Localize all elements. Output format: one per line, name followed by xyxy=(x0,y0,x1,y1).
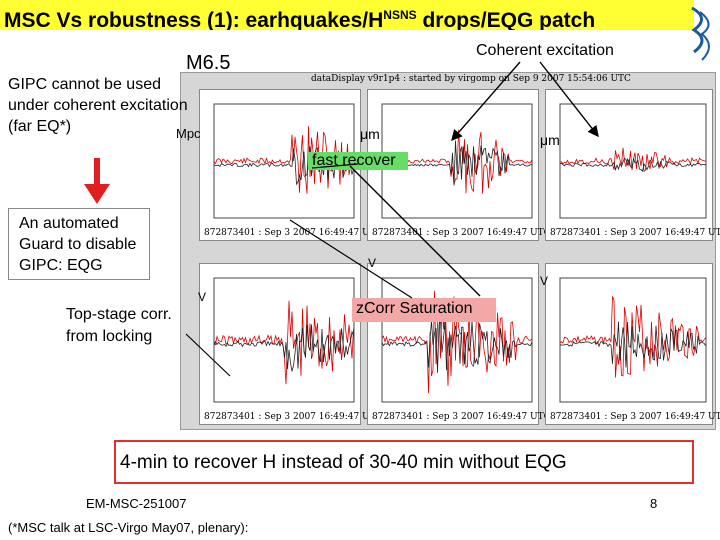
unit-v-1: V xyxy=(198,290,207,304)
plot-stamp-2: 872873401 : Sep 3 2007 16:49:47 UTC xyxy=(372,228,551,238)
plot-panel-4: 872873401 : Sep 3 2007 16:49:47 UTC xyxy=(199,263,383,425)
recovery-time-box: 4-min to recover H instead of 30-40 min … xyxy=(114,440,694,484)
plot-stamp-1: 872873401 : Sep 3 2007 16:49:47 UTC xyxy=(204,228,383,238)
unit-um-1: μm xyxy=(360,126,380,142)
title-rest: drops/EQG patch xyxy=(416,9,596,30)
plot-frame xyxy=(213,277,355,403)
document-id: EM-MSC-251007 xyxy=(86,496,187,511)
data-display-plot: dataDisplay v9r1p4 : started by virgomp … xyxy=(180,72,720,430)
unit-mpc: Mpc xyxy=(176,126,201,141)
guard-note-box: An automated Guard to disable GIPC: EQG xyxy=(8,208,150,280)
magnitude-label: M6.5 xyxy=(186,52,231,74)
coherent-excitation-label: Coherent excitation xyxy=(476,42,614,59)
slide-title: MSC Vs robustness (1): earhquakes/HNSNS … xyxy=(0,0,694,30)
unit-v-2: V xyxy=(368,256,377,270)
signal-trace xyxy=(559,321,706,368)
plot-frame xyxy=(559,103,707,219)
signal-trace xyxy=(559,157,706,173)
guard-note-line2: Guard to disable xyxy=(19,236,137,253)
gipc-note-line2: under coherent excitation xyxy=(8,97,188,114)
recovery-time-text: 4-min to recover H instead of 30-40 min … xyxy=(120,452,567,473)
guard-note-line1: An automated xyxy=(19,215,119,232)
guard-note-line3: GIPC: EQG xyxy=(19,257,103,274)
zcorr-saturation-label: zCorr Saturation xyxy=(352,298,496,322)
unit-v-3: V xyxy=(540,274,549,288)
signal-trace xyxy=(381,319,533,373)
plot-stamp-4: 872873401 : Sep 3 2007 16:49:47 UTC xyxy=(204,412,383,422)
plot-header: dataDisplay v9r1p4 : started by virgomp … xyxy=(311,74,631,84)
unit-um-2: μm xyxy=(540,132,560,148)
topstage-note-line2: from locking xyxy=(66,328,153,345)
topstage-note-line1: Top-stage corr. xyxy=(66,306,172,323)
footnote: (*MSC talk at LSC-Virgo May07, plenary): xyxy=(8,520,249,535)
plot-panel-5: 872873401 : Sep 3 2007 16:49:47 UTC xyxy=(367,263,551,425)
plot-frame xyxy=(381,277,533,403)
plot-panel-3: 872873401 : Sep 3 2007 16:49:47 UTC xyxy=(545,89,720,241)
title-superscript: NSNS xyxy=(383,8,417,22)
title-main: MSC Vs robustness (1): earhquakes/H xyxy=(4,9,384,30)
plot-stamp-6: 872873401 : Sep 3 2007 16:49:47 UTC xyxy=(550,412,720,422)
page-number: 8 xyxy=(650,496,658,511)
plot-stamp-3: 872873401 : Sep 3 2007 16:49:47 UTC xyxy=(550,228,720,238)
signal-trace xyxy=(559,296,706,378)
gipc-note-line3: (far EQ*) xyxy=(8,118,72,135)
plot-panel-6: 872873401 : Sep 3 2007 16:49:47 UTC xyxy=(545,263,720,425)
gipc-note-line1: GIPC cannot be used xyxy=(8,76,161,93)
down-arrow-icon xyxy=(82,158,112,204)
virgo-logo-icon xyxy=(688,4,718,64)
signal-trace xyxy=(213,324,354,372)
fast-recover-label: fast recover xyxy=(308,152,408,170)
plot-stamp-5: 872873401 : Sep 3 2007 16:49:47 UTC xyxy=(372,412,551,422)
plot-frame xyxy=(559,277,707,403)
